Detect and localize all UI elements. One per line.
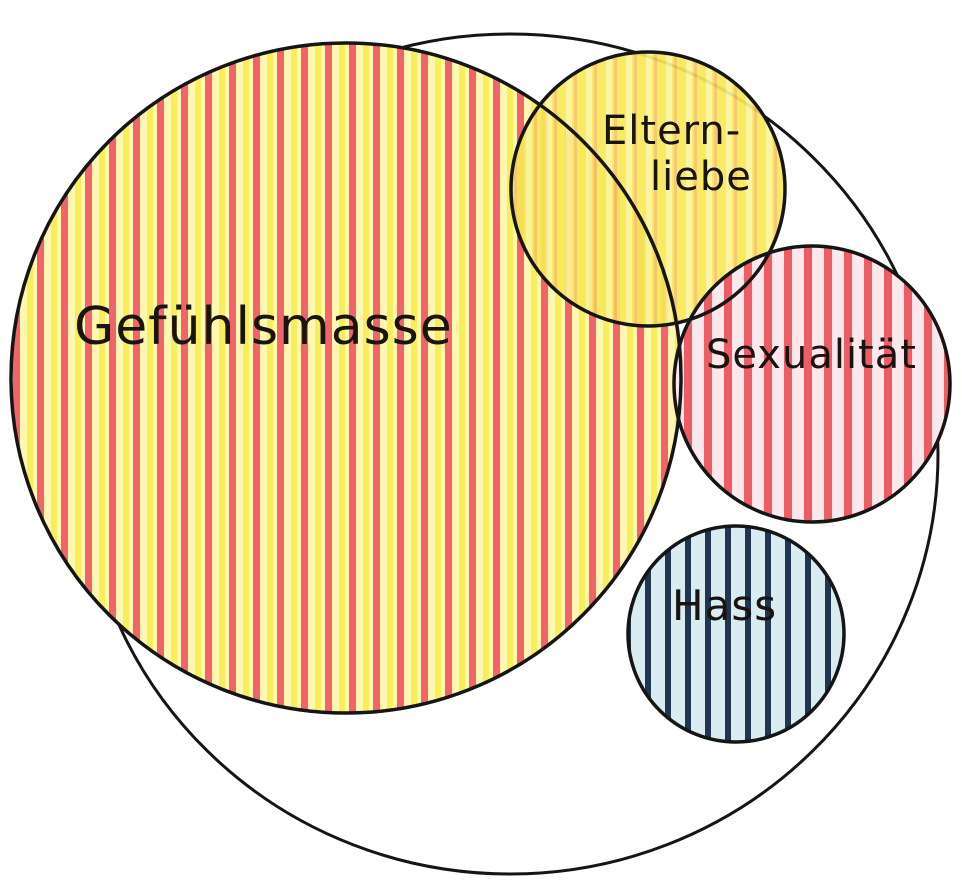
sexualitaet-outline [672, 244, 952, 524]
gefuehlsmasse-outline [9, 41, 683, 715]
hass-outline [626, 524, 846, 744]
elternliebe-label-line2: liebe [650, 154, 752, 200]
hass-label: Hass [672, 581, 777, 630]
sexualitaet-circle [674, 246, 950, 522]
gefuehlsmasse-label: Gefühlsmasse [74, 297, 453, 357]
sexualitaet-label: Sexualität [706, 332, 917, 378]
elternliebe-outline [509, 50, 787, 328]
elternliebe-circle [511, 52, 785, 326]
hass-circle [628, 526, 844, 742]
elternliebe-label-line1: Eltern- [602, 108, 741, 154]
